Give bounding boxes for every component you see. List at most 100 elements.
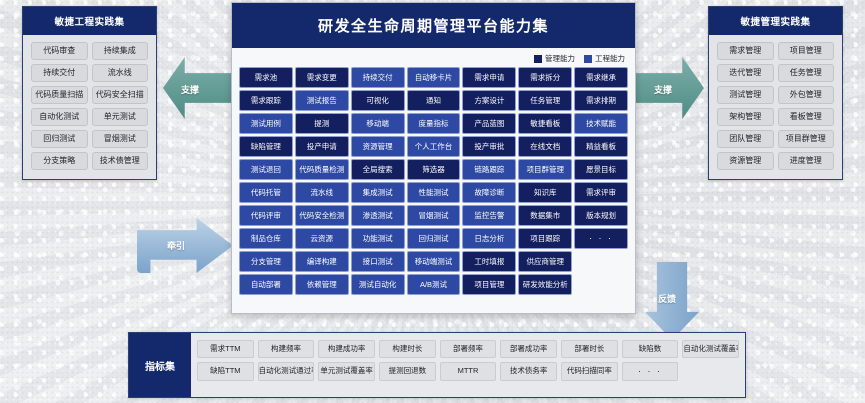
left-practice-item[interactable]: 冒烟测试 [91, 130, 148, 148]
right-practice-item[interactable]: 资源管理 [717, 152, 774, 170]
right-practice-item[interactable]: 迭代管理 [717, 64, 774, 82]
capability-cell[interactable]: 自动部署 [239, 274, 293, 295]
capability-cell[interactable]: 供应商管理 [518, 251, 573, 272]
capability-cell[interactable]: 资源管理 [350, 136, 405, 157]
capability-cell[interactable]: 需求变更 [294, 67, 349, 88]
capability-cell[interactable]: 移动端测试 [406, 251, 461, 272]
metric-cell[interactable]: 部署成功率 [500, 340, 557, 358]
capability-cell[interactable]: 愿景目标 [574, 159, 628, 180]
capability-cell[interactable]: 需求申请 [462, 67, 517, 88]
capability-cell[interactable]: 在线文档 [518, 136, 573, 157]
capability-cell[interactable]: 缺陷管理 [239, 136, 293, 157]
capability-cell[interactable]: 自动移卡片 [406, 67, 461, 88]
metric-cell[interactable]: 构建频率 [257, 340, 315, 358]
capability-cell[interactable]: 任务管理 [518, 90, 573, 111]
capability-cell[interactable]: 测试报告 [294, 90, 349, 111]
capability-cell[interactable]: · · · [574, 228, 628, 249]
capability-cell[interactable]: 产品蓝图 [462, 113, 517, 134]
capability-cell[interactable]: 冒烟测试 [406, 205, 461, 226]
capability-cell[interactable]: 通知 [406, 90, 461, 111]
metric-cell[interactable]: 代码扫描同率 [561, 361, 618, 381]
capability-cell[interactable]: 需求继承 [574, 67, 628, 88]
right-practice-item[interactable]: 进度管理 [777, 152, 834, 170]
capability-cell[interactable]: 需求拆分 [518, 67, 573, 88]
capability-cell[interactable]: 回归测试 [406, 228, 461, 249]
right-practice-item[interactable]: 任务管理 [777, 64, 834, 82]
capability-cell[interactable]: 需求跟踪 [239, 90, 293, 111]
capability-cell[interactable]: 需求排期 [574, 90, 628, 111]
capability-cell[interactable]: 研发效能分析 [518, 274, 573, 295]
capability-cell[interactable]: 知识库 [518, 182, 573, 203]
right-practice-item[interactable]: 项目群管理 [777, 130, 834, 148]
capability-cell[interactable]: 渗透测试 [350, 205, 405, 226]
left-practice-item[interactable]: 分支策略 [31, 152, 88, 170]
metric-cell[interactable]: 缺陷数 [621, 340, 679, 358]
left-practice-item[interactable]: 回归测试 [31, 130, 88, 148]
capability-cell[interactable]: 依赖管理 [294, 274, 349, 295]
metric-cell[interactable]: 自动化测试覆盖率 [682, 340, 739, 358]
left-practice-item[interactable]: 代码审查 [31, 42, 88, 60]
left-practice-item[interactable]: 代码质量扫描 [31, 86, 88, 104]
capability-cell[interactable]: 接口测试 [350, 251, 405, 272]
metric-cell[interactable]: 构建时长 [379, 340, 436, 358]
left-practice-item[interactable]: 自动化测试 [31, 108, 88, 126]
capability-cell[interactable]: 监控告警 [462, 205, 517, 226]
metric-cell[interactable]: 单元测试覆盖率 [318, 361, 375, 381]
left-practice-item[interactable]: 代码安全扫描 [91, 86, 148, 104]
capability-cell[interactable]: 投产审批 [462, 136, 517, 157]
capability-cell[interactable]: 链路跟踪 [462, 159, 517, 180]
capability-cell[interactable]: 移动端 [350, 113, 405, 134]
capability-cell[interactable]: 代码评审 [239, 205, 293, 226]
capability-cell[interactable]: 分支管理 [239, 251, 293, 272]
left-practice-item[interactable]: 流水线 [91, 64, 148, 82]
capability-cell[interactable]: 测试自动化 [350, 274, 405, 295]
left-practice-item[interactable]: 持续集成 [91, 42, 148, 60]
capability-cell[interactable]: 代码安全检测 [294, 205, 349, 226]
capability-cell[interactable]: 流水线 [294, 182, 349, 203]
capability-cell[interactable]: 项目管理 [462, 274, 517, 295]
capability-cell[interactable]: 工时填报 [462, 251, 517, 272]
capability-cell[interactable]: 需求池 [239, 67, 293, 88]
capability-cell[interactable]: 日志分析 [462, 228, 517, 249]
left-practice-item[interactable]: 技术债管理 [91, 152, 148, 170]
capability-cell[interactable]: 云资源 [294, 228, 349, 249]
capability-cell[interactable]: 制品仓库 [239, 228, 293, 249]
capability-cell[interactable]: 可视化 [350, 90, 405, 111]
capability-cell[interactable]: 测试用例 [239, 113, 293, 134]
capability-cell[interactable]: 持续交付 [350, 67, 405, 88]
capability-cell[interactable]: 度量指标 [406, 113, 461, 134]
capability-cell[interactable]: 项目跟踪 [518, 228, 573, 249]
right-practice-item[interactable]: 架构管理 [717, 108, 774, 126]
capability-cell[interactable]: 集成测试 [350, 182, 405, 203]
capability-cell[interactable]: 提测 [294, 113, 349, 134]
capability-cell[interactable]: 筛选器 [406, 159, 461, 180]
capability-cell[interactable]: 代码质量检测 [294, 159, 349, 180]
metric-cell[interactable]: 提测回退数 [379, 361, 436, 381]
right-practice-item[interactable]: 团队管理 [717, 130, 774, 148]
capability-cell[interactable]: 数据集市 [518, 205, 573, 226]
capability-cell[interactable]: 方案设计 [462, 90, 517, 111]
capability-cell[interactable]: 需求评审 [574, 182, 628, 203]
capability-cell[interactable]: 全局搜索 [350, 159, 405, 180]
capability-cell[interactable]: 敏捷看板 [518, 113, 573, 134]
metric-cell[interactable]: 构建成功率 [318, 340, 375, 358]
metric-cell[interactable]: MTTR [439, 361, 497, 381]
metric-cell[interactable]: 需求TTM [197, 340, 254, 358]
capability-cell[interactable]: 项目群管理 [518, 159, 573, 180]
right-practice-item[interactable]: 看板管理 [777, 108, 834, 126]
metric-cell[interactable]: · · · [621, 361, 679, 381]
metric-cell[interactable]: 自动化测试通过率 [257, 361, 315, 381]
capability-cell[interactable]: 版本规划 [574, 205, 628, 226]
left-practice-item[interactable]: 持续交付 [31, 64, 88, 82]
metric-cell[interactable]: 缺陷TTM [197, 361, 254, 381]
metric-cell[interactable]: 部署时长 [561, 340, 618, 358]
capability-cell[interactable]: 代码托管 [239, 182, 293, 203]
capability-cell[interactable]: 精益看板 [574, 136, 628, 157]
capability-cell[interactable]: 编译构建 [294, 251, 349, 272]
capability-cell[interactable]: 性能测试 [406, 182, 461, 203]
capability-cell[interactable]: A/B测试 [406, 274, 461, 295]
right-practice-item[interactable]: 需求管理 [717, 42, 774, 60]
capability-cell[interactable]: 故障诊断 [462, 182, 517, 203]
capability-cell[interactable]: 技术赋能 [574, 113, 628, 134]
right-practice-item[interactable]: 外包管理 [777, 86, 834, 104]
